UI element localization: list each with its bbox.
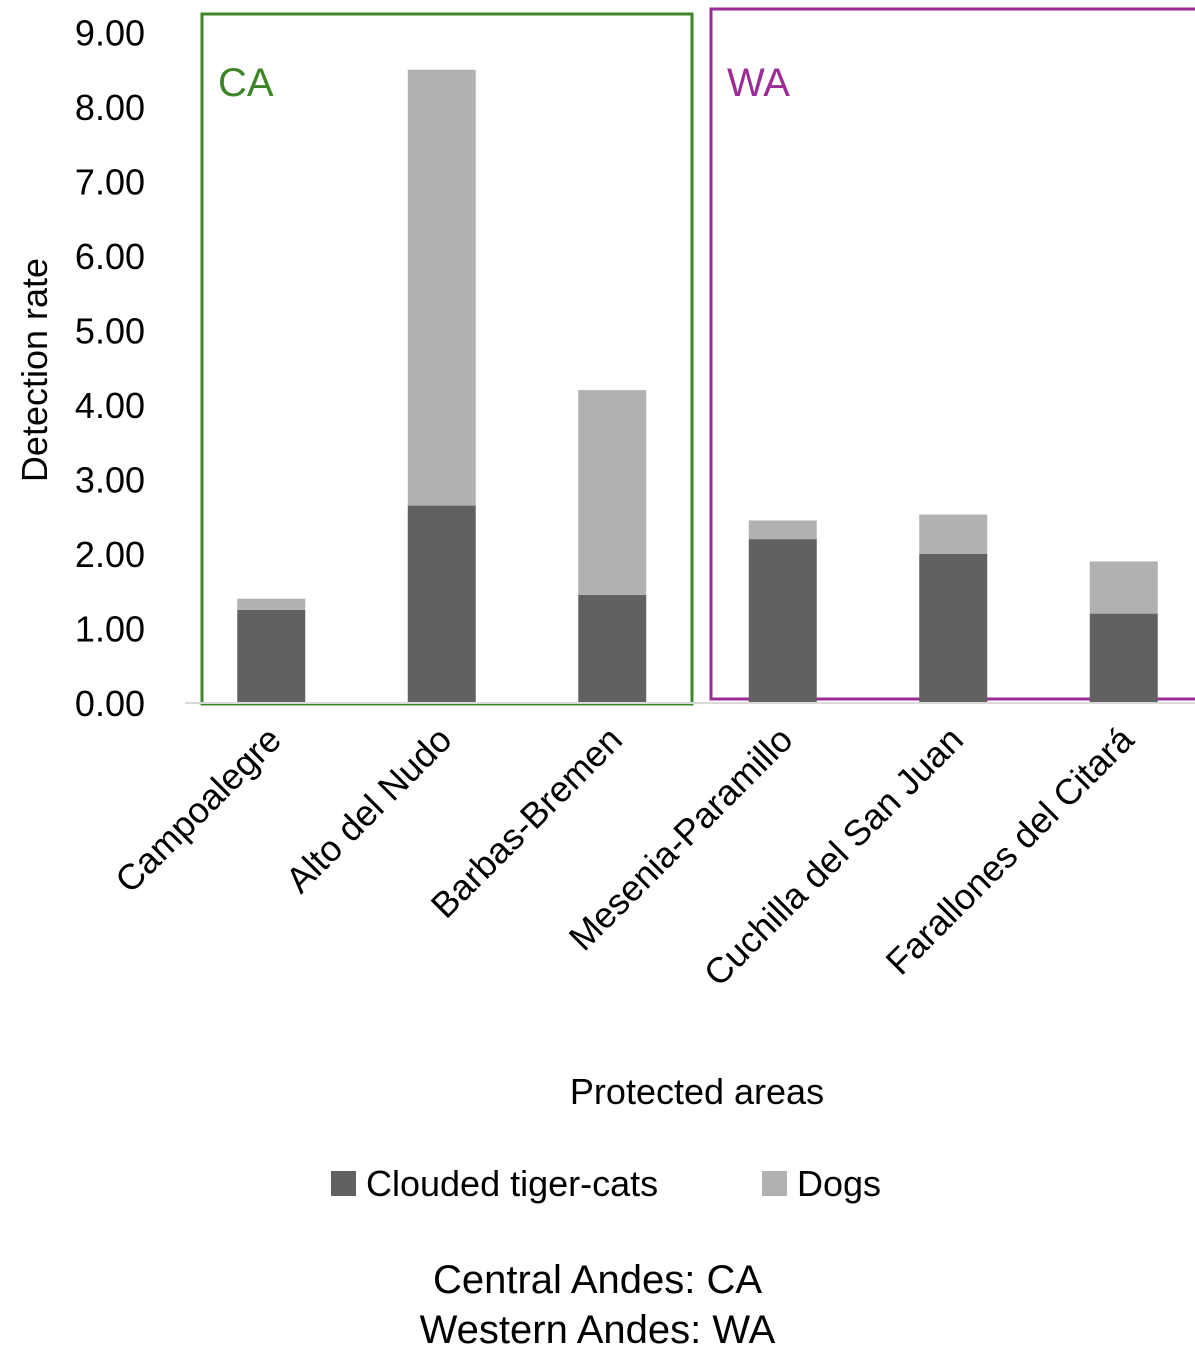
group-label-ca: CA xyxy=(218,61,274,105)
legend-label: Dogs xyxy=(797,1163,881,1204)
y-axis-label: Detection rate xyxy=(14,258,55,482)
bar-tiger-cats xyxy=(748,539,817,703)
y-tick-label: 0.00 xyxy=(75,683,145,724)
bar-dogs xyxy=(1089,561,1158,614)
y-tick-label: 7.00 xyxy=(75,162,145,203)
y-axis-ticks: 0.00 1.00 2.00 3.00 4.00 5.00 6.00 7.00 8.00 9.00 xyxy=(75,13,145,725)
bar-tiger-cats xyxy=(578,594,647,703)
legend-swatch xyxy=(762,1171,787,1196)
y-tick-label: 4.00 xyxy=(75,385,145,426)
y-tick-label: 1.00 xyxy=(75,609,145,650)
y-tick-label: 2.00 xyxy=(75,534,145,575)
group-label-wa: WA xyxy=(727,61,790,105)
x-tick-label: Alto del Nudo xyxy=(278,719,460,901)
x-axis-label: Protected areas xyxy=(570,1071,824,1112)
y-tick-label: 9.00 xyxy=(75,13,145,54)
bar-tiger-cats xyxy=(919,554,988,703)
legend-label: Clouded tiger-cats xyxy=(366,1163,658,1204)
bar-tiger-cats xyxy=(407,505,476,703)
bar-tiger-cats xyxy=(237,609,306,703)
bar-dogs xyxy=(748,520,817,540)
chart: CA WA 0.00 1.00 2.00 3.00 4.00 5.00 6.00 7.00 8.0… xyxy=(14,7,1195,1204)
x-tick-label: Campoalegre xyxy=(107,719,289,901)
legend: Clouded tiger-cats Dogs xyxy=(331,1163,881,1204)
note-central-andes: Central Andes: CA xyxy=(432,1258,763,1302)
legend-swatch xyxy=(331,1171,356,1196)
y-tick-label: 6.00 xyxy=(75,236,145,277)
y-tick-label: 5.00 xyxy=(75,311,145,352)
bar-dogs xyxy=(578,390,647,595)
note-western-andes: Western Andes: WA xyxy=(419,1308,776,1352)
y-tick-label: 3.00 xyxy=(75,460,145,501)
bars xyxy=(237,69,1158,703)
bar-dogs xyxy=(919,514,988,554)
bar-dogs xyxy=(237,598,306,610)
y-tick-label: 8.00 xyxy=(75,87,145,128)
bar-tiger-cats xyxy=(1089,613,1158,703)
bar-dogs xyxy=(407,69,476,506)
group-boxes: CA WA xyxy=(200,7,1195,706)
